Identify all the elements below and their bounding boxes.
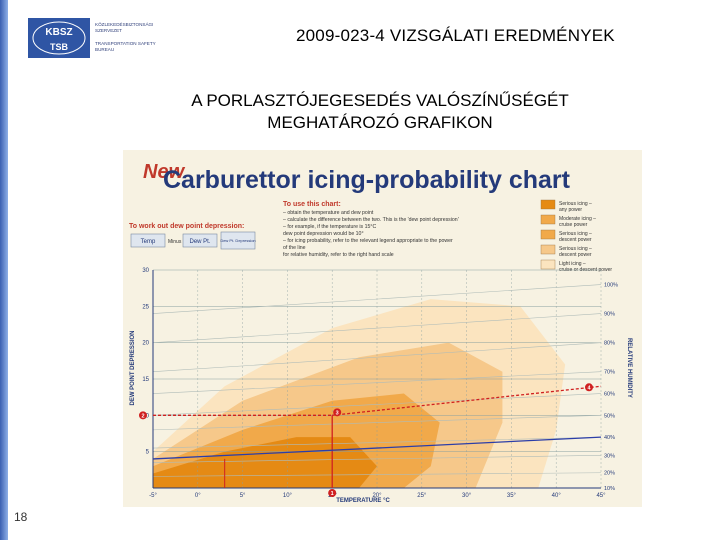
- rh-line: [152, 436, 602, 449]
- y2-axis-label: RELATIVE HUMIDITY: [626, 338, 632, 398]
- logo-line3: TRANSPORTATION SAFETY: [95, 41, 156, 46]
- page-number: 18: [14, 510, 28, 524]
- legend-label: Light icing –: [559, 261, 586, 267]
- x-tick-label: 45°: [596, 493, 606, 499]
- x-tick-label: 5°: [240, 493, 246, 499]
- step-marker-label: 1: [331, 491, 334, 497]
- example-rh-line: [332, 385, 602, 416]
- x-tick-label: 35°: [507, 493, 517, 499]
- minus-label: Minus: [168, 239, 182, 245]
- heading-line-2: MEGHATÁROZÓ GRAFIKON: [267, 113, 493, 132]
- depression-label: Dew Pt. Depression: [220, 238, 255, 243]
- example-lines: 1 2 3 4: [139, 383, 602, 497]
- rh-label: 90%: [604, 312, 615, 318]
- step-marker-icon: [585, 383, 593, 392]
- legend-label: Serious icing –: [559, 231, 592, 237]
- logo-line2: SZERVEZET: [95, 28, 122, 33]
- icing-chart-svg: New Carburettor icing-probability chart …: [123, 150, 642, 507]
- legend-label-sub: descent power: [559, 252, 592, 258]
- depression-box: [220, 231, 256, 250]
- legend-label-sub: cruise power: [559, 222, 588, 228]
- dewpt-label: Dew Pt.: [189, 239, 210, 245]
- instruction-line: dew point depression would be 10°: [283, 231, 364, 237]
- x-tick-label: 0°: [195, 493, 201, 499]
- step-marker-label: 3: [336, 410, 339, 416]
- howto-box: To work out dew point depression: Temp M…: [129, 223, 256, 250]
- rh-line: [152, 455, 602, 463]
- instruction-line: for relative humidity, refer to the righ…: [283, 252, 394, 258]
- logo-line1: KÖZLEKEDÉSBIZTONSÁGI: [95, 21, 153, 27]
- example-blue-line: [152, 436, 602, 460]
- step-marker-icon: [333, 408, 342, 417]
- howto-title: To work out dew point depression:: [129, 223, 244, 230]
- sidebar-stripe: [0, 0, 8, 540]
- legend-swatch: [540, 214, 556, 225]
- y-tick-label: 30: [142, 268, 149, 274]
- rh-line: [152, 342, 602, 373]
- rh-label: 40%: [604, 435, 615, 441]
- rh-line: [152, 472, 602, 477]
- rh-label: 30%: [604, 453, 615, 459]
- legend-swatch: [540, 229, 556, 240]
- legend-swatch: [540, 244, 556, 255]
- dewpt-box: [182, 233, 218, 248]
- y-tick-label: 25: [142, 304, 149, 310]
- instructions-box: To use this chart: – obtain the temperat…: [283, 201, 459, 258]
- rh-line: [152, 284, 602, 314]
- icing-chart: New Carburettor icing-probability chart …: [123, 150, 642, 507]
- instruction-line: of the line: [283, 245, 306, 251]
- slide-heading: A PORLASZTÓJEGESEDÉS VALÓSZÍNŰSÉGÉT MEGH…: [120, 90, 640, 134]
- step-marker-label: 4: [587, 385, 591, 391]
- x-tick-label: 10°: [283, 493, 293, 499]
- step-marker-label: 2: [141, 413, 144, 419]
- new-badge: New: [143, 161, 186, 183]
- legend-label-sub: descent power: [559, 237, 592, 243]
- x-tick-label: 30°: [462, 493, 472, 499]
- x-tick-label: 20°: [372, 493, 382, 499]
- rh-label: 60%: [604, 392, 615, 398]
- legend-swatch: [540, 259, 556, 270]
- temp-box: [130, 233, 166, 248]
- rh-label: 20%: [604, 471, 615, 477]
- rh-label: 70%: [604, 370, 615, 376]
- slide-title: 2009-023-4 VIZSGÁLATI EREDMÉNYEK: [296, 26, 615, 45]
- rh-line: [152, 415, 602, 431]
- rh-label: 80%: [604, 341, 615, 347]
- x-tick-label: -5°: [149, 493, 157, 499]
- legend-swatch: [540, 199, 556, 210]
- instruction-line: – for icing probability, refer to the re…: [283, 238, 453, 244]
- step-marker-icon: [328, 489, 337, 497]
- step-marker-icon: [139, 411, 147, 420]
- rh-line: [152, 393, 602, 416]
- x-axis-label: TEMPERATURE °C: [336, 498, 390, 504]
- instruction-line: – for example, if the temperature is 15°…: [283, 224, 376, 230]
- y-tick-label: 5: [146, 450, 150, 456]
- logo-abbr-bottom: TSB: [50, 42, 69, 52]
- instruction-line: – obtain the temperature and dew point: [283, 210, 374, 216]
- legend-label: Moderate icing –: [559, 216, 596, 222]
- chart-title: Carburettor icing-probability chart: [163, 166, 571, 194]
- legend-label: Serious icing –: [559, 201, 592, 207]
- rh-line: [152, 371, 602, 394]
- y-tick-label: 20: [142, 341, 149, 347]
- x-tick-label: 25°: [417, 493, 427, 499]
- chart-axes: 51015202530-5°0°5°10°15°20°25°30°35°40°4…: [142, 268, 606, 499]
- logo-line4: BUREAU: [95, 47, 114, 52]
- instruction-line: – calculate the difference between the t…: [283, 217, 459, 223]
- tsb-logo: KBSZ TSB KÖZLEKEDÉSBIZTONSÁGI SZERVEZET …: [28, 18, 156, 58]
- heading-line-1: A PORLASZTÓJEGESEDÉS VALÓSZÍNŰSÉGÉT: [191, 91, 569, 110]
- legend-label-sub: any power: [559, 207, 582, 213]
- rh-label: 50%: [604, 413, 615, 419]
- rh-label: 10%: [604, 486, 615, 492]
- instructions-title: To use this chart:: [283, 201, 341, 208]
- rh-line: [152, 313, 602, 343]
- legend-label: Serious icing –: [559, 246, 592, 252]
- x-tick-label: 40°: [552, 493, 562, 499]
- y-axis-label: DEW POINT DEPRESSION: [130, 330, 136, 405]
- temp-label: Temp: [141, 239, 156, 245]
- y-tick-label: 15: [142, 377, 149, 383]
- rh-label: 100%: [604, 283, 618, 289]
- logo-abbr-top: KBSZ: [45, 27, 72, 38]
